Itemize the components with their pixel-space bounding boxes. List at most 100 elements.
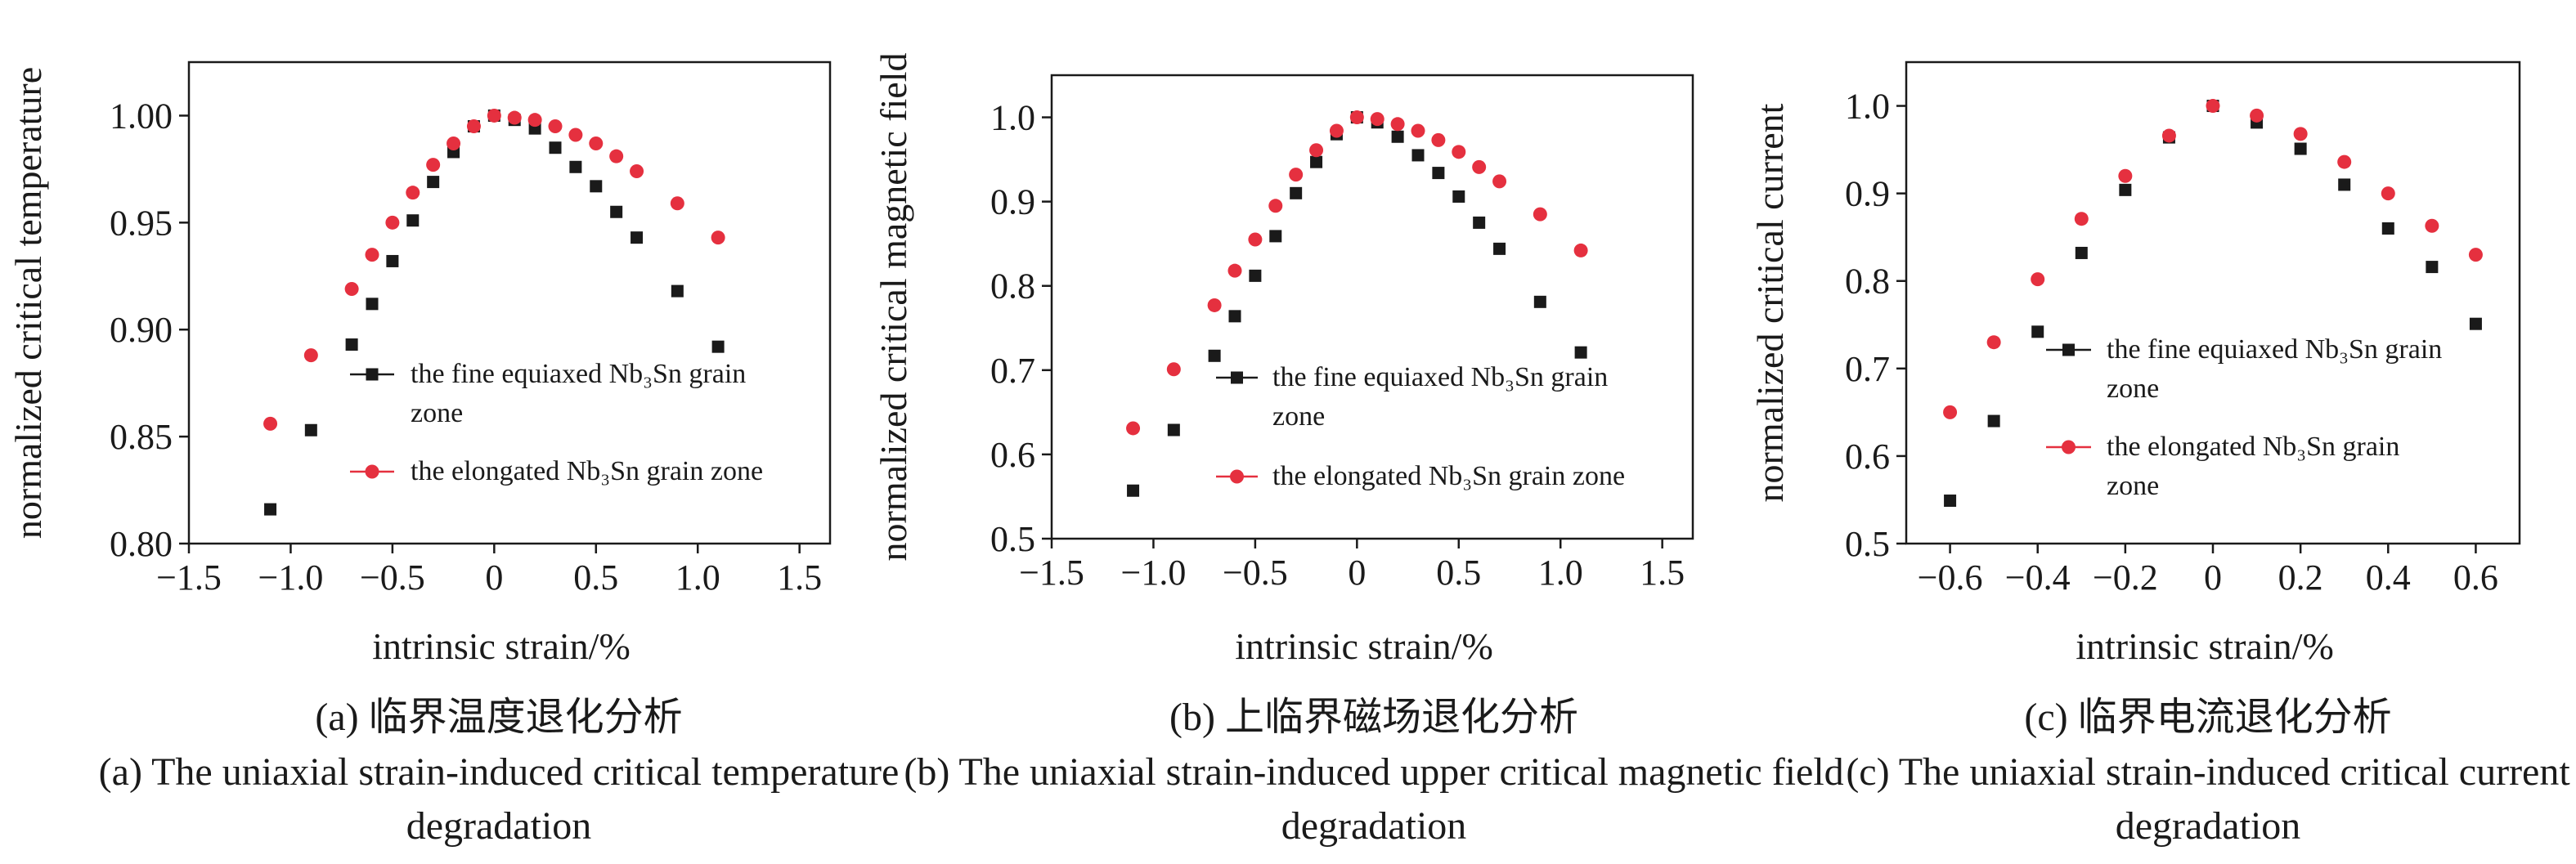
plot-frame <box>187 60 832 545</box>
data-point <box>549 141 562 154</box>
data-point <box>263 416 278 431</box>
legend-marker <box>365 464 379 479</box>
data-point <box>1349 110 1364 125</box>
caption-en: (a) The uniaxial strain-induced critical… <box>98 750 900 848</box>
data-point <box>711 231 725 245</box>
y-tick-label: 0.6 <box>1845 436 1890 477</box>
data-point <box>2468 248 2483 262</box>
data-point <box>385 215 400 230</box>
y-tick-label: 0.80 <box>110 524 173 564</box>
data-point <box>366 298 379 311</box>
data-point <box>304 423 317 436</box>
data-point <box>345 338 358 351</box>
data-point <box>1290 186 1303 199</box>
data-point <box>2381 186 2395 201</box>
data-point <box>2119 183 2132 196</box>
data-point <box>630 164 644 179</box>
data-point <box>1411 123 1425 138</box>
data-point <box>1943 405 1958 419</box>
x-tick-label: −0.4 <box>2005 557 2071 598</box>
x-tick-label: 0.6 <box>2453 557 2498 598</box>
legend-label: the elongated Nb₃Sn grain zone <box>411 456 764 486</box>
x-tick-label: −0.6 <box>1918 557 1983 598</box>
legend-marker <box>2062 343 2075 356</box>
data-point <box>2425 218 2439 233</box>
data-point <box>1126 421 1141 436</box>
data-point <box>406 186 420 200</box>
data-point <box>2338 178 2351 191</box>
data-point <box>1533 207 1547 222</box>
data-point <box>447 136 461 150</box>
y-tick-label: 0.9 <box>1845 174 1890 214</box>
data-point <box>1248 232 1263 247</box>
data-point <box>427 176 440 189</box>
x-tick-label: −0.5 <box>360 557 425 598</box>
x-axis-title: intrinsic strain/% <box>372 625 631 667</box>
y-tick-label: 1.00 <box>110 96 173 136</box>
legend-marker <box>1230 469 1244 484</box>
legend-label: the elongated Nb₃Sn grain zone <box>1272 461 1626 491</box>
x-tick-label: −1.5 <box>1019 553 1084 593</box>
x-tick-label: 0 <box>2204 557 2222 598</box>
y-tick-label: 0.5 <box>990 519 1035 559</box>
x-tick-label: 1.5 <box>1640 553 1685 593</box>
data-point <box>569 160 582 173</box>
x-tick-label: −0.5 <box>1223 553 1288 593</box>
data-point <box>2337 154 2352 169</box>
data-point <box>2206 99 2220 114</box>
data-point <box>1472 159 1487 174</box>
y-tick-label: 0.8 <box>990 266 1035 307</box>
y-axis-title: normalized critical magnetic field <box>873 53 914 562</box>
data-point <box>1370 112 1384 127</box>
y-axis-title: normalized critical temperature <box>7 67 49 539</box>
x-tick-label: −1.0 <box>1121 553 1187 593</box>
x-tick-label: 0.4 <box>2366 557 2411 598</box>
data-point <box>1289 168 1304 182</box>
data-point <box>466 119 481 134</box>
data-point <box>2381 222 2394 235</box>
data-point <box>1227 263 1242 278</box>
x-tick-label: −1.5 <box>156 557 222 598</box>
legend-label: the fine equiaxed Nb₃Sn grain zone <box>1272 362 1609 432</box>
data-point <box>264 503 277 516</box>
data-point <box>1492 174 1507 189</box>
y-tick-label: 0.7 <box>990 351 1035 391</box>
data-point <box>2250 108 2264 123</box>
data-point <box>507 110 522 125</box>
data-point <box>671 284 684 298</box>
y-tick-label: 0.85 <box>110 417 173 457</box>
data-point <box>487 108 501 123</box>
y-tick-label: 0.8 <box>1845 262 1890 302</box>
data-point <box>2293 127 2308 141</box>
data-point <box>2074 212 2089 226</box>
legend-marker <box>366 368 379 381</box>
data-point <box>1574 346 1587 359</box>
data-point <box>1452 190 1465 203</box>
y-tick-label: 0.95 <box>110 203 173 243</box>
data-point <box>426 158 441 172</box>
data-point <box>1473 216 1486 229</box>
data-point <box>1166 362 1181 377</box>
data-point <box>1533 295 1546 308</box>
x-tick-label: 0 <box>485 557 503 598</box>
data-point <box>344 281 359 296</box>
data-point <box>1207 298 1222 312</box>
data-point <box>1431 132 1446 147</box>
data-point <box>1208 349 1221 362</box>
caption-en: (b) The uniaxial strain-induced upper cr… <box>904 750 1844 848</box>
data-point <box>2469 317 2482 330</box>
legend-label: the fine equiaxed Nb₃Sn grain zone <box>411 359 747 428</box>
y-tick-label: 0.9 <box>990 182 1035 222</box>
data-point <box>1127 484 1140 497</box>
x-tick-label: 0 <box>1348 553 1366 593</box>
data-point <box>527 113 542 128</box>
y-tick-label: 1.0 <box>1845 87 1890 127</box>
data-point <box>2075 246 2088 259</box>
x-tick-label: 0.2 <box>2278 557 2323 598</box>
data-point <box>1309 143 1324 158</box>
data-point <box>1944 495 1957 508</box>
data-point <box>406 214 420 227</box>
data-point <box>2161 128 2176 143</box>
